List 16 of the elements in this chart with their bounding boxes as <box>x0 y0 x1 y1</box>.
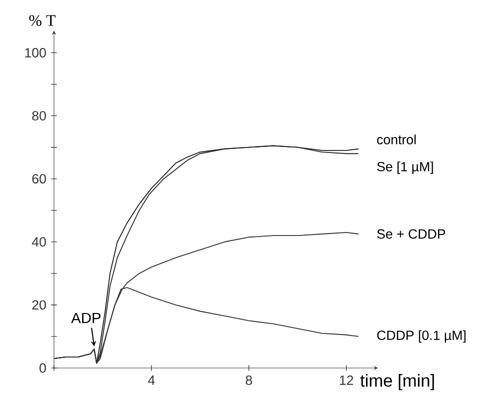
series-label: Se [1 µM] <box>377 162 433 174</box>
y-tick-label: 100 <box>25 48 46 58</box>
y-tick-label: 80 <box>32 111 46 120</box>
annotation: ADP <box>71 312 101 324</box>
y-tick-label: 60 <box>32 174 46 184</box>
y-tick-label: 0 <box>40 363 46 373</box>
series-label: CDDP [0.1 µM] <box>377 330 466 343</box>
x-tick-label: 4 <box>148 376 155 385</box>
x-axis-title: time [min] <box>360 374 434 390</box>
series-label: Se + CDDP <box>377 229 446 239</box>
series-label: control <box>377 134 416 144</box>
y-tick-label: 20 <box>32 300 46 310</box>
x-tick-label: 12 <box>340 376 354 385</box>
y-tick-label: 40 <box>32 237 46 247</box>
x-tick-label: 8 <box>246 376 252 385</box>
y-axis-title: % T <box>29 15 56 26</box>
